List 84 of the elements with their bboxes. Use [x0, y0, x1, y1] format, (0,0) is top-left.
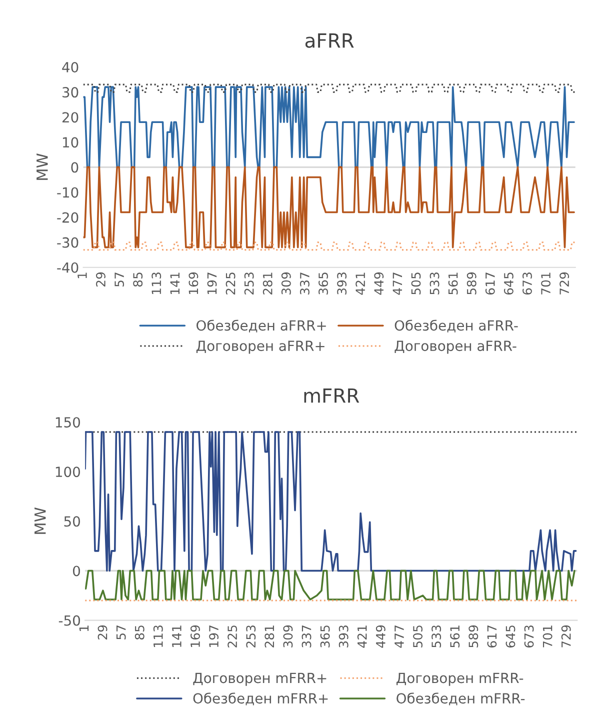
- x-tick-label: 533: [430, 272, 440, 294]
- y-tick-label: -40: [57, 262, 78, 273]
- y-tick-label: -30: [57, 237, 78, 248]
- x-tick-label: 589: [468, 625, 478, 648]
- y-tick-label: -50: [58, 615, 80, 626]
- x-tick-label: 169: [188, 272, 198, 294]
- x-tick-label: 197: [207, 272, 217, 294]
- x-tick-label: 421: [356, 272, 365, 295]
- x-tick-label: 281: [264, 626, 274, 648]
- x-tick-label: 365: [318, 272, 328, 294]
- x-tick-label: 645: [504, 272, 514, 295]
- x-tick-label: 29: [98, 625, 108, 640]
- line-series: [83, 166, 575, 248]
- y-tick-label: 150: [56, 417, 80, 428]
- x-tick-label: 393: [337, 272, 347, 294]
- x-tick-label: 449: [376, 625, 386, 648]
- x-tick-label: 113: [153, 625, 163, 647]
- x-tick-label: 57: [114, 272, 124, 286]
- x-tick-label: 421: [357, 626, 367, 648]
- x-tick-label: 617: [485, 272, 495, 295]
- legend-label: Обезбеден aFRR-: [394, 320, 518, 332]
- x-tick-label: 253: [244, 272, 254, 294]
- x-tick-label: 589: [466, 272, 476, 294]
- x-tick-label: 673: [522, 272, 532, 295]
- x-tick-label: 505: [411, 272, 421, 294]
- x-tick-label: 57: [116, 626, 126, 640]
- x-tick-label: 253: [246, 625, 256, 648]
- x-tick-label: 477: [392, 272, 402, 295]
- y-tick-label: 30: [62, 87, 78, 98]
- x-tick-label: 617: [487, 626, 497, 648]
- x-tick-label: 729: [560, 272, 570, 294]
- y-tick-label: 10: [62, 137, 78, 148]
- x-tick-label: 729: [561, 625, 571, 648]
- x-tick-label: 309: [283, 625, 293, 648]
- legend-label: Договорен aFRR+: [196, 340, 324, 354]
- x-tick-label: 645: [506, 626, 516, 648]
- y-tick-label: 20: [62, 112, 78, 123]
- x-tick-label: 701: [542, 626, 552, 648]
- x-tick-label: 505: [413, 626, 422, 648]
- x-tick-label: 561: [450, 626, 460, 648]
- x-tick-label: 337: [302, 626, 312, 648]
- y-tick-label: 40: [62, 62, 78, 72]
- x-tick-label: 281: [262, 272, 272, 294]
- line-series: [83, 86, 575, 168]
- line-series: [85, 570, 576, 600]
- x-tick-label: 169: [190, 625, 200, 647]
- x-tick-label: 337: [300, 272, 310, 294]
- x-tick-label: 309: [281, 272, 291, 294]
- x-tick-label: 225: [226, 272, 236, 294]
- chart-title: aFRR: [305, 33, 354, 48]
- x-tick-label: 29: [96, 272, 106, 287]
- y-tick-label: -10: [57, 187, 78, 198]
- x-tick-label: 85: [133, 272, 143, 287]
- x-tick-label: 141: [170, 272, 180, 294]
- y-tick-label: 50: [64, 516, 80, 527]
- x-tick-label: 225: [228, 626, 238, 648]
- x-tick-label: 1: [79, 626, 89, 632]
- legend-label: Обезбеден aFRR+: [196, 320, 326, 332]
- x-tick-label: 197: [209, 626, 219, 647]
- y-tick-label: 0: [71, 162, 78, 173]
- legend-label: Обезбеден mFRR+: [193, 692, 328, 706]
- x-tick-label: 85: [134, 626, 144, 640]
- legend-label: Договорен aFRR-: [394, 340, 516, 354]
- x-tick-label: 113: [152, 272, 162, 294]
- legend-label: Договорен mFRR+: [193, 672, 326, 686]
- legend-label: Договорен mFRR-: [396, 672, 524, 686]
- x-tick-label: 141: [172, 626, 182, 647]
- y-tick-label: 100: [56, 466, 80, 478]
- y-axis-title: MW: [34, 508, 46, 534]
- x-tick-label: 393: [338, 625, 348, 648]
- x-tick-label: 1: [78, 272, 87, 278]
- line-series: [85, 431, 577, 572]
- x-tick-label: 533: [432, 625, 442, 648]
- chart-title: mFRR: [304, 388, 360, 403]
- x-tick-label: 673: [524, 625, 534, 648]
- x-tick-label: 477: [394, 626, 404, 648]
- y-tick-label: -20: [57, 212, 78, 223]
- legend-label: Обезбеден mFRR-: [396, 692, 525, 706]
- y-axis-title: MW: [36, 154, 48, 180]
- x-tick-label: 365: [320, 626, 330, 648]
- y-tick-label: 0: [72, 566, 80, 576]
- x-tick-label: 701: [541, 272, 551, 294]
- x-tick-label: 449: [374, 272, 384, 295]
- x-tick-label: 561: [448, 272, 458, 294]
